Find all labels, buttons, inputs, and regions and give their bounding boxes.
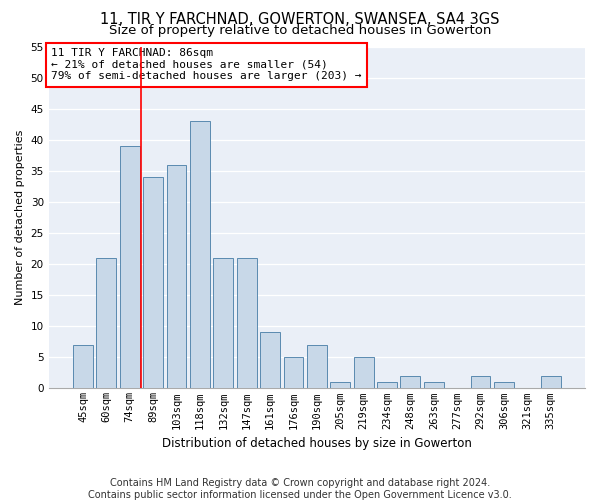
Bar — [167, 164, 187, 388]
Bar — [400, 376, 421, 388]
Bar — [377, 382, 397, 388]
Bar — [353, 358, 374, 388]
Bar — [470, 376, 490, 388]
Text: Size of property relative to detached houses in Gowerton: Size of property relative to detached ho… — [109, 24, 491, 37]
Bar — [214, 258, 233, 388]
Text: 11 TIR Y FARCHNAD: 86sqm
← 21% of detached houses are smaller (54)
79% of semi-d: 11 TIR Y FARCHNAD: 86sqm ← 21% of detach… — [52, 48, 362, 82]
Bar — [541, 376, 560, 388]
Text: Contains HM Land Registry data © Crown copyright and database right 2024.
Contai: Contains HM Land Registry data © Crown c… — [88, 478, 512, 500]
Bar — [260, 332, 280, 388]
Bar — [424, 382, 443, 388]
Bar — [120, 146, 140, 388]
Y-axis label: Number of detached properties: Number of detached properties — [15, 130, 25, 305]
Bar — [97, 258, 116, 388]
Bar — [73, 345, 93, 389]
Bar — [143, 177, 163, 388]
Text: 11, TIR Y FARCHNAD, GOWERTON, SWANSEA, SA4 3GS: 11, TIR Y FARCHNAD, GOWERTON, SWANSEA, S… — [100, 12, 500, 28]
Bar — [284, 358, 304, 388]
X-axis label: Distribution of detached houses by size in Gowerton: Distribution of detached houses by size … — [162, 437, 472, 450]
Bar — [330, 382, 350, 388]
Bar — [307, 345, 327, 389]
Bar — [190, 121, 210, 388]
Bar — [237, 258, 257, 388]
Bar — [494, 382, 514, 388]
